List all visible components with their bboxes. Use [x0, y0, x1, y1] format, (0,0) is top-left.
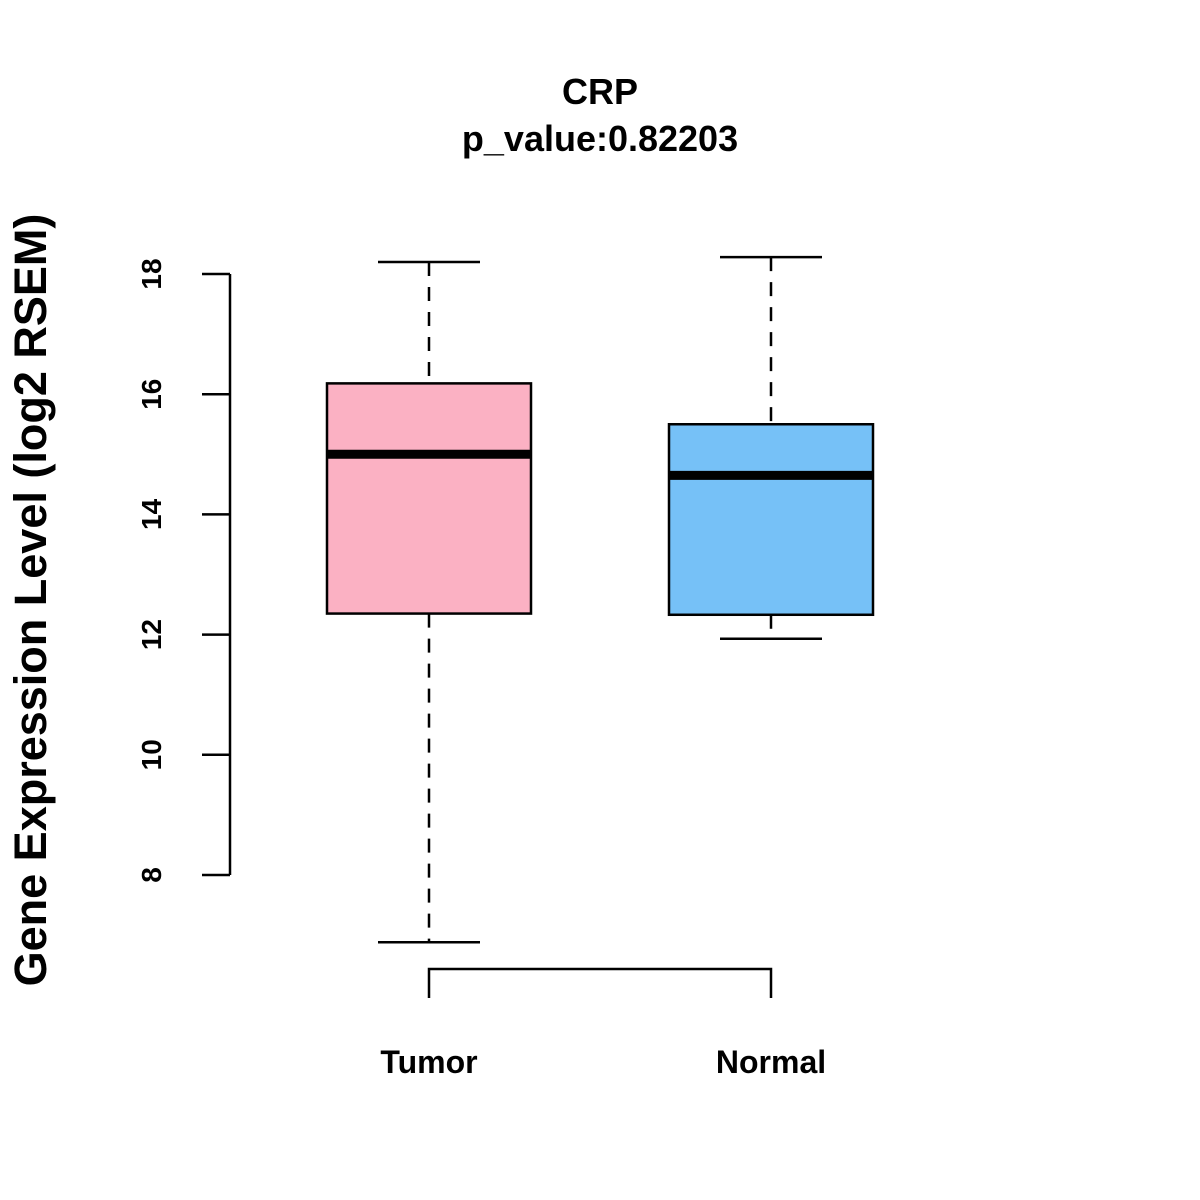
x-axis-labels: Tumor Normal — [380, 1044, 826, 1080]
iqr-box — [667, 423, 875, 617]
y-axis-label: Gene Expression Level (log2 RSEM) — [5, 214, 56, 987]
y-tick-label: 8 — [136, 867, 167, 883]
x-label-tumor: Tumor — [380, 1044, 477, 1080]
y-tick-label: 12 — [136, 619, 167, 650]
box-normal — [667, 255, 875, 641]
y-tick-label: 14 — [136, 498, 167, 530]
x-label-normal: Normal — [716, 1044, 826, 1080]
y-tick-label: 10 — [136, 739, 167, 770]
y-tick-label: 18 — [136, 258, 167, 289]
y-tick-label: 16 — [136, 379, 167, 410]
chart-subtitle: p_value:0.82203 — [462, 118, 738, 159]
comparison-bracket — [427, 967, 773, 998]
chart-title: CRP — [562, 71, 638, 112]
boxes-layer — [325, 255, 875, 944]
bracket-line — [427, 967, 773, 998]
box-tumor — [325, 260, 533, 944]
y-axis: 8 10 12 14 16 18 — [136, 258, 232, 883]
iqr-box — [325, 382, 533, 615]
